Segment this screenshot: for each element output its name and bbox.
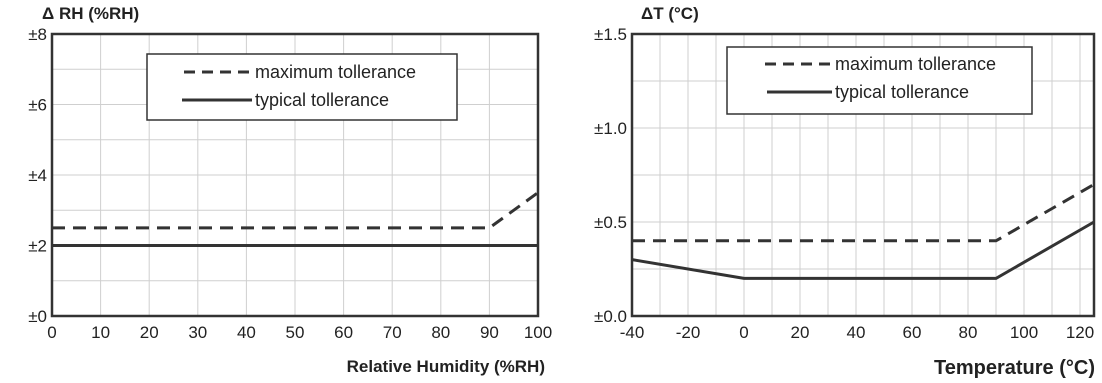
x-tick-label: 80	[431, 323, 450, 342]
x-tick-label: 90	[480, 323, 499, 342]
x-tick-label: 20	[791, 323, 810, 342]
y-tick-label: ±0.5	[594, 213, 627, 232]
maximum-tolerance-line	[632, 183, 1095, 243]
chart1-x-ticks: 0 10 20 30 40 50 60 70 80 90 100	[47, 323, 552, 342]
x-tick-label: 60	[334, 323, 353, 342]
x-tick-label: 10	[91, 323, 110, 342]
y-tick-label: ±8	[28, 25, 47, 44]
y-tick-label: ±0.0	[594, 307, 627, 326]
chart2-y-axis-label: ΔT (°C)	[641, 4, 699, 23]
chart1-series-layer	[52, 191, 539, 247]
x-tick-label: 30	[188, 323, 207, 342]
y-tick-label: ±2	[28, 237, 47, 256]
chart2-x-axis-label: Temperature (°C)	[934, 357, 1095, 379]
y-tick-label: ±1.5	[594, 25, 627, 44]
y-tick-label: ±0	[28, 307, 47, 326]
temperature-tolerance-chart: -40 -20 0 20 40 60 80 100 120 ±0.0 ±0.5 ±1.0 ±1.5 Δ…	[594, 4, 1096, 379]
chart1-y-ticks: ±0 ±2 ±4 ±6 ±8	[28, 25, 47, 326]
x-tick-label: 100	[524, 323, 552, 342]
chart1-legend-typical: typical tollerance	[255, 90, 389, 110]
x-tick-label: 0	[47, 323, 56, 342]
x-tick-label: 120	[1066, 323, 1094, 342]
x-tick-label: 40	[847, 323, 866, 342]
chart1-legend-box	[146, 53, 458, 121]
x-tick-label: 0	[739, 323, 748, 342]
y-tick-label: ±6	[28, 96, 47, 115]
x-tick-label: 20	[140, 323, 159, 342]
chart1-plot-frame	[50, 32, 540, 318]
x-tick-label: 50	[286, 323, 305, 342]
y-tick-label: ±4	[28, 166, 47, 185]
x-tick-label: -40	[620, 323, 645, 342]
chart2-series-layer	[631, 183, 1095, 280]
chart1-y-axis-label: Δ RH (%RH)	[42, 4, 139, 23]
x-tick-label: -20	[676, 323, 701, 342]
chart1-legend-max: maximum tollerance	[255, 62, 416, 82]
typical-tolerance-line	[631, 220, 1095, 280]
chart1-legend: maximum tollerance typical tollerance	[146, 53, 458, 121]
x-tick-label: 80	[959, 323, 978, 342]
chart2-legend-typical: typical tollerance	[835, 82, 969, 102]
x-tick-label: 70	[383, 323, 402, 342]
chart2-legend-box	[726, 46, 1033, 115]
chart2-legend: maximum tollerance typical tollerance	[726, 46, 1033, 115]
humidity-tolerance-chart: 0 10 20 30 40 50 60 70 80 90 100 ±0 ±2 ±4 ±6 ±8 Δ RH (…	[28, 4, 552, 376]
chart2-y-ticks: ±0.0 ±0.5 ±1.0 ±1.5	[594, 25, 627, 326]
chart2-x-ticks: -40 -20 0 20 40 60 80 100 120	[620, 323, 1094, 342]
chart2-legend-max: maximum tollerance	[835, 54, 996, 74]
x-tick-label: 60	[903, 323, 922, 342]
x-tick-label: 40	[237, 323, 256, 342]
x-tick-label: 100	[1010, 323, 1038, 342]
chart2-plot-frame	[630, 32, 1096, 318]
y-tick-label: ±1.0	[594, 119, 627, 138]
chart1-x-axis-label: Relative Humidity (%RH)	[347, 357, 545, 376]
